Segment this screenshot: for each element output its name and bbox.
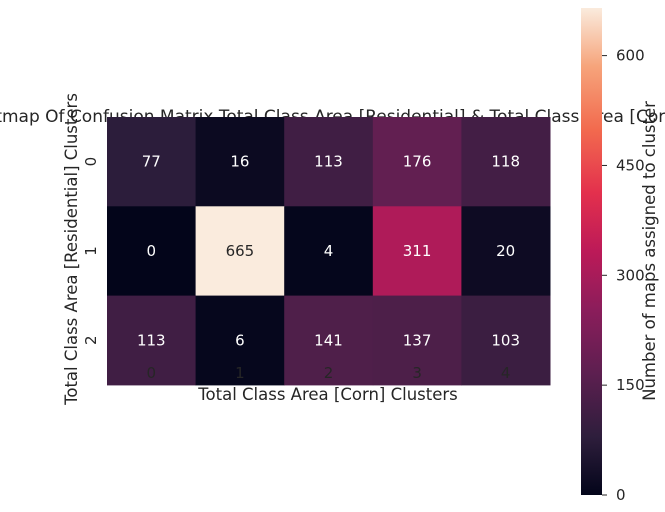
heatmap-cell-r2-c0 — [107, 295, 197, 386]
heatmap-cell-r2-c2 — [284, 295, 374, 386]
x-tick-4: 4 — [501, 364, 511, 382]
heatmap-cell-r2-c3 — [372, 295, 462, 386]
x-tick-2: 2 — [324, 364, 334, 382]
cell-label-r0-c1: 16 — [230, 153, 249, 171]
cell-label-r1-c1: 665 — [226, 242, 255, 260]
heatmap-cell-r0-c4 — [461, 117, 551, 207]
heatmap-cell-r1-c0 — [107, 206, 197, 297]
cell-label-r1-c0: 0 — [147, 242, 157, 260]
cell-label-r0-c2: 113 — [314, 153, 343, 171]
heatmap-cell-r0-c0 — [107, 117, 197, 207]
heatmap-cell-r0-c2 — [284, 117, 374, 207]
colorbar-tick-label-1: 150 — [616, 376, 645, 394]
x-axis-label: Total Class Area [Corn] Clusters — [197, 385, 458, 404]
heatmap-cell-labels: 77 16 113 176 118 0 665 4 311 20 113 6 141 137 103 — [137, 153, 520, 350]
heatmap-cell-r2-c1 — [195, 295, 285, 386]
heatmap-cell-r1-c3 — [372, 206, 462, 297]
cell-label-r1-c4: 20 — [496, 242, 515, 260]
colorbar-tick-label-3: 450 — [616, 156, 645, 174]
heatmap-cell-r1-c1 — [195, 206, 285, 297]
cell-label-r2-c0: 113 — [137, 331, 166, 349]
y-tick-0: 0 — [82, 157, 100, 167]
cell-label-r2-c1: 6 — [235, 331, 245, 349]
colorbar-ticks: 0 150 300 450 600 — [602, 47, 645, 504]
heatmap-cell-r0-c1 — [195, 117, 285, 207]
colorbar — [581, 8, 602, 495]
cell-label-r2-c4: 103 — [491, 331, 520, 349]
heatmap-cell-r1-c4 — [461, 206, 551, 297]
colorbar-tick-label-0: 0 — [616, 486, 626, 504]
colorbar-label: Number of maps assigned to cluster — [640, 101, 659, 401]
cell-label-r0-c4: 118 — [491, 153, 520, 171]
x-tick-1: 1 — [235, 364, 245, 382]
x-axis-ticks: 0 1 2 3 4 — [147, 364, 511, 382]
cell-label-r2-c3: 137 — [403, 331, 432, 349]
y-tick-1: 1 — [82, 246, 100, 256]
x-tick-0: 0 — [147, 364, 157, 382]
cell-label-r1-c3: 311 — [403, 242, 432, 260]
y-axis-label: Total Class Area [Residential] Clusters — [62, 93, 81, 406]
heatmap-cell-r1-c2 — [284, 206, 374, 297]
y-axis-ticks: 0 1 2 — [82, 157, 100, 345]
y-tick-2: 2 — [82, 335, 100, 345]
heatmap-cells — [107, 117, 551, 386]
heatmap-cell-r2-c4 — [461, 295, 551, 386]
cell-label-r0-c3: 176 — [403, 153, 432, 171]
x-tick-3: 3 — [412, 364, 422, 382]
colorbar-tick-label-2: 300 — [616, 266, 645, 284]
heatmap-cell-r0-c3 — [372, 117, 462, 207]
cell-label-r1-c2: 4 — [324, 242, 334, 260]
cell-label-r2-c2: 141 — [314, 331, 343, 349]
cell-label-r0-c0: 77 — [142, 153, 161, 171]
colorbar-tick-label-4: 600 — [616, 47, 645, 65]
